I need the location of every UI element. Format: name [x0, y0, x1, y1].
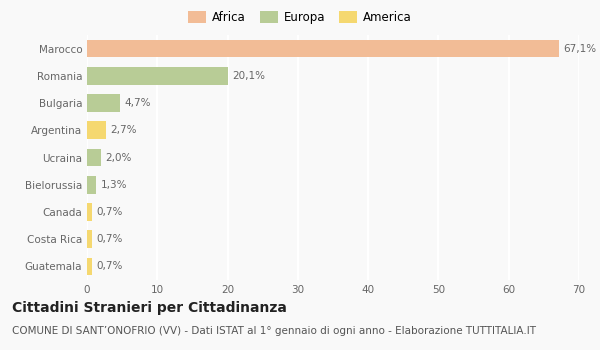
Bar [87, 121, 106, 139]
Bar [87, 40, 559, 57]
Text: 0,7%: 0,7% [96, 261, 122, 271]
Text: 67,1%: 67,1% [563, 44, 596, 54]
Text: 1,3%: 1,3% [100, 180, 127, 190]
Bar [87, 230, 92, 248]
Text: 4,7%: 4,7% [124, 98, 151, 108]
Text: Cittadini Stranieri per Cittadinanza: Cittadini Stranieri per Cittadinanza [12, 301, 287, 315]
Text: 0,7%: 0,7% [96, 234, 122, 244]
Text: 0,7%: 0,7% [96, 207, 122, 217]
Bar [87, 67, 228, 85]
Bar [87, 94, 120, 112]
Text: 20,1%: 20,1% [232, 71, 265, 81]
Text: 2,0%: 2,0% [105, 153, 131, 162]
Text: COMUNE DI SANT’ONOFRIO (VV) - Dati ISTAT al 1° gennaio di ogni anno - Elaborazio: COMUNE DI SANT’ONOFRIO (VV) - Dati ISTAT… [12, 326, 536, 336]
Bar [87, 258, 92, 275]
Legend: Africa, Europa, America: Africa, Europa, America [184, 6, 416, 28]
Bar [87, 176, 96, 194]
Bar [87, 203, 92, 221]
Bar [87, 149, 101, 166]
Text: 2,7%: 2,7% [110, 125, 137, 135]
